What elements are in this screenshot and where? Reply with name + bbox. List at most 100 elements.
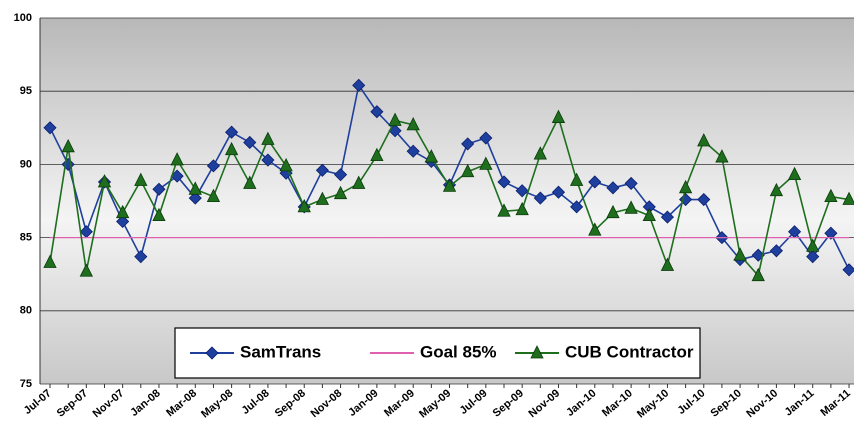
point	[497, 175, 511, 189]
point	[642, 207, 656, 222]
x-tick-label: Jul-09	[458, 387, 490, 417]
legend-label: CUB Contractor	[565, 342, 694, 361]
point	[733, 247, 747, 261]
point	[769, 182, 784, 197]
point	[43, 254, 57, 268]
point	[515, 201, 529, 216]
x-tick-label: Mar-10	[600, 387, 635, 419]
point	[352, 78, 366, 92]
point	[261, 153, 275, 167]
point	[842, 263, 854, 277]
legend-box	[174, 327, 701, 379]
point	[279, 157, 293, 172]
point	[152, 182, 166, 196]
x-tick-label: Sep-10	[709, 387, 744, 419]
point	[188, 191, 202, 205]
point	[479, 156, 493, 170]
point	[243, 135, 257, 150]
x-tick-label: Jul-08	[240, 387, 272, 417]
x-tick-label: May-10	[635, 387, 671, 420]
y-tick-label: 95	[20, 85, 32, 97]
x-tick-label: Jan-10	[564, 387, 598, 419]
point	[806, 250, 820, 264]
point	[388, 112, 402, 126]
plot-area	[40, 18, 854, 384]
point	[134, 250, 148, 264]
point	[533, 146, 547, 160]
point	[370, 147, 384, 162]
point	[333, 185, 348, 200]
point	[442, 178, 457, 192]
point	[530, 345, 544, 359]
x-tick-label: Mar-08	[164, 387, 199, 419]
x-tick-label: Jan-11	[783, 387, 817, 418]
x-tick-label: Sep-07	[55, 387, 90, 419]
x-tick-label: Sep-09	[491, 387, 526, 419]
point	[134, 172, 148, 186]
point	[206, 188, 221, 203]
point	[806, 238, 820, 252]
point	[606, 181, 620, 195]
point	[243, 175, 257, 189]
point	[224, 141, 239, 156]
point	[406, 116, 420, 131]
point	[515, 184, 529, 198]
y-tick-label: 75	[20, 378, 32, 390]
point	[588, 175, 602, 189]
point	[225, 125, 239, 139]
point	[205, 346, 219, 360]
point	[606, 204, 620, 219]
point	[570, 200, 584, 214]
x-tick-label: Jan-08	[128, 387, 162, 419]
point	[715, 149, 729, 163]
y-tick-label: 80	[20, 305, 32, 317]
point	[79, 263, 93, 277]
point	[188, 181, 202, 195]
x-tick-label: May-08	[199, 387, 235, 420]
point	[261, 131, 275, 145]
point	[315, 191, 330, 205]
point	[824, 188, 838, 203]
legend-label: Goal 85%	[420, 342, 497, 361]
point	[352, 175, 366, 189]
point	[787, 166, 802, 181]
x-tick-label: Jul-10	[675, 387, 707, 417]
x-tick-label: Sep-08	[273, 387, 308, 419]
point	[824, 226, 838, 240]
x-tick-label: Jul-07	[22, 387, 54, 417]
point	[43, 121, 57, 135]
point	[497, 203, 511, 217]
x-tick-label: Mar-09	[382, 387, 417, 419]
point	[152, 207, 166, 222]
y-tick-label: 100	[14, 12, 32, 24]
y-tick-label: 85	[20, 232, 32, 244]
point	[461, 163, 475, 178]
point	[697, 192, 711, 207]
y-tick-label: 90	[20, 158, 32, 170]
point	[697, 133, 711, 147]
x-tick-label: Nov-07	[91, 387, 127, 420]
point	[624, 176, 638, 190]
x-tick-label: Jan-09	[346, 387, 380, 419]
point	[678, 179, 693, 194]
point	[206, 159, 221, 173]
point	[297, 198, 311, 213]
point	[751, 267, 765, 282]
point	[461, 137, 475, 151]
point	[115, 204, 130, 219]
point	[624, 200, 638, 214]
x-tick-label: Nov-08	[309, 387, 345, 420]
point	[479, 131, 493, 145]
point	[116, 214, 130, 229]
point	[170, 152, 184, 166]
x-tick-label: May-09	[417, 387, 453, 420]
legend-label: SamTrans	[240, 342, 321, 361]
point	[97, 174, 112, 188]
point	[551, 185, 566, 199]
x-tick-label: Mar-11	[818, 387, 852, 419]
point	[315, 163, 329, 177]
x-tick-label: Nov-09	[526, 387, 562, 420]
point	[370, 105, 384, 119]
point	[61, 138, 75, 153]
